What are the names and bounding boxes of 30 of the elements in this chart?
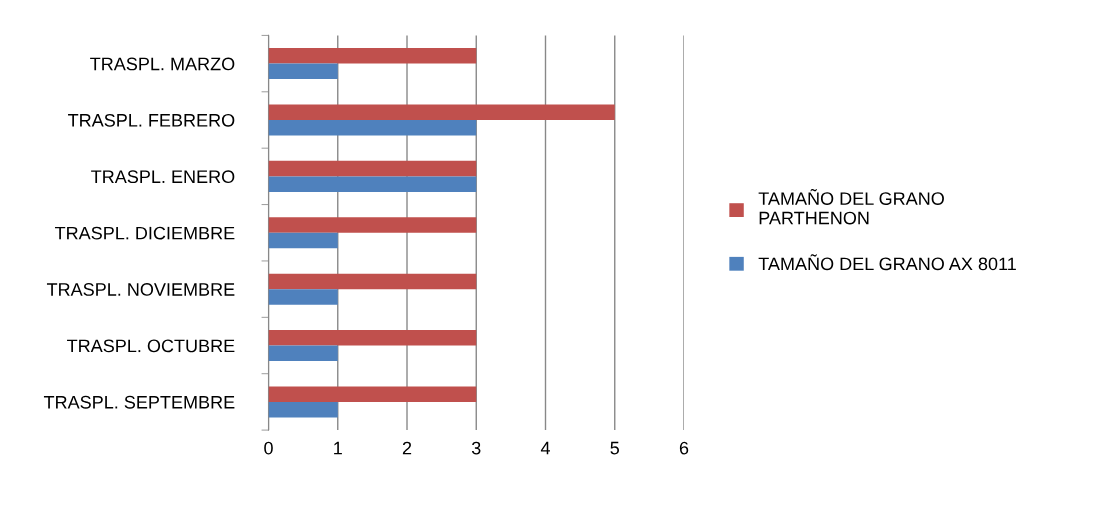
bar (268, 160, 477, 177)
x-tick-label: 4 (540, 441, 550, 455)
bar (268, 273, 477, 290)
y-tick-label: TRASPL. NOVIEMBRE (46, 283, 235, 296)
x-tick-label: 0 (264, 441, 273, 455)
bar (268, 232, 338, 249)
y-tick-label: TRASPL. DICIEMBRE (55, 226, 235, 240)
y-tick-label: TRASPL. FEBRERO (68, 113, 235, 127)
bar (268, 119, 477, 136)
bar (268, 217, 477, 233)
legend-label: TAMAÑO DEL GRANO AX 8011 (758, 254, 1016, 271)
legend-label: TAMAÑO DEL GRANO PARTHENON (758, 188, 944, 225)
bar (268, 289, 338, 305)
bar (268, 176, 477, 192)
y-tick-label: TRASPL. ENERO (91, 170, 235, 184)
x-tick-label: 2 (402, 441, 412, 455)
bar (268, 401, 338, 418)
x-tick-label: 5 (610, 441, 620, 455)
bar (268, 104, 615, 120)
x-tick-label: 3 (471, 441, 481, 455)
x-tick-label: 6 (679, 441, 689, 455)
bar (268, 386, 477, 402)
bar (268, 345, 338, 362)
y-tick-label: TRASPL. OCTUBRE (67, 339, 235, 353)
bar (268, 63, 338, 80)
bar (268, 48, 477, 64)
x-tick-label: 1 (334, 441, 342, 455)
bar (268, 330, 477, 346)
y-tick-label: TRASPL. SEPTEMBRE (43, 395, 235, 409)
y-tick-label: TRASPL. MARZO (90, 57, 235, 71)
